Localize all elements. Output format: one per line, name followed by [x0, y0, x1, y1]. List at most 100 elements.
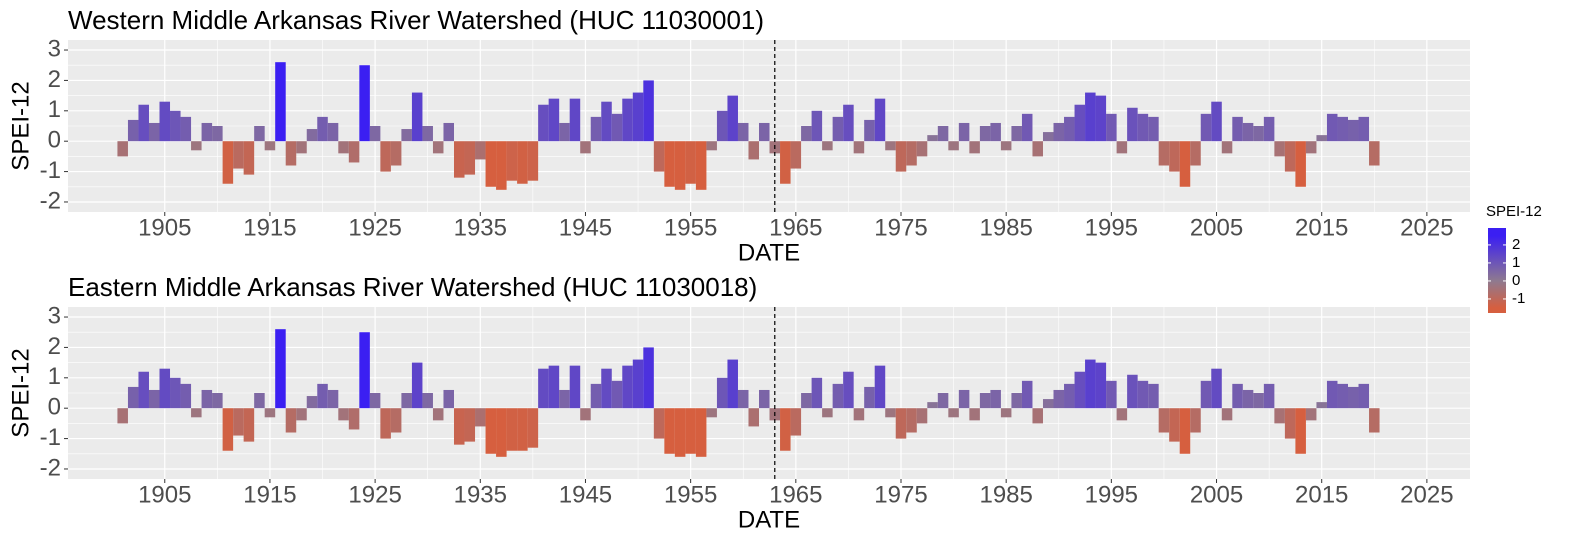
- bar: [601, 368, 612, 409]
- bar: [906, 141, 917, 166]
- x-tick-label: 1985: [979, 214, 1032, 241]
- bar: [506, 141, 518, 181]
- bar: [233, 141, 244, 169]
- x-tick-label: 1915: [243, 214, 296, 241]
- bar: [1242, 122, 1254, 142]
- bar: [927, 135, 938, 142]
- bar: [674, 408, 686, 457]
- bar: [590, 116, 602, 142]
- bar: [727, 95, 738, 142]
- bar: [1305, 141, 1317, 154]
- bar: [1347, 119, 1359, 142]
- bar: [1095, 362, 1107, 409]
- bar: [496, 141, 507, 190]
- bar: [380, 141, 391, 172]
- bar: [727, 359, 738, 409]
- bar: [1284, 141, 1296, 172]
- bar: [622, 365, 633, 409]
- x-tick-label: 2005: [1190, 481, 1243, 508]
- chart-title: Eastern Middle Arkansas River Watershed …: [68, 272, 757, 302]
- bar: [759, 122, 770, 142]
- y-tick-label: 3: [48, 35, 61, 62]
- bar: [296, 141, 307, 154]
- bar: [801, 393, 812, 409]
- bar: [632, 359, 644, 409]
- bar: [664, 408, 675, 454]
- bar: [1011, 126, 1022, 142]
- bar: [1232, 383, 1243, 409]
- bar: [1042, 132, 1054, 142]
- bar: [1316, 402, 1327, 409]
- bar: [432, 408, 444, 421]
- x-tick-label: 1995: [1085, 214, 1138, 241]
- bar: [1032, 141, 1043, 157]
- bar: [327, 122, 339, 142]
- bar: [1369, 408, 1380, 433]
- bar: [1064, 116, 1075, 142]
- bar: [1053, 122, 1065, 142]
- bar: [885, 408, 896, 418]
- x-tick-label: 1905: [138, 481, 191, 508]
- x-tick-label: 2025: [1400, 481, 1453, 508]
- bar: [611, 380, 623, 409]
- x-tick-label: 1985: [979, 481, 1032, 508]
- bar: [170, 377, 181, 409]
- bar: [212, 393, 223, 409]
- bar: [1000, 408, 1012, 418]
- bar: [517, 141, 528, 184]
- bar: [990, 122, 1001, 142]
- bar: [801, 126, 812, 142]
- bar: [453, 408, 465, 445]
- bar: [1158, 141, 1170, 166]
- bar: [201, 122, 213, 142]
- bar: [811, 377, 823, 409]
- bar: [1169, 141, 1180, 172]
- bar: [1358, 383, 1370, 409]
- bar: [475, 141, 486, 160]
- bar: [275, 329, 286, 409]
- x-tick-label: 2015: [1295, 214, 1348, 241]
- x-axis-label: DATE: [738, 506, 800, 533]
- bar: [1274, 408, 1285, 424]
- bar: [716, 110, 728, 142]
- bar: [485, 408, 497, 454]
- bar: [716, 377, 728, 409]
- x-axis-label: DATE: [738, 239, 800, 266]
- bar: [170, 110, 181, 142]
- bar: [874, 98, 886, 142]
- bar: [548, 98, 560, 142]
- bar: [138, 371, 149, 409]
- bar: [443, 389, 454, 409]
- bar: [1158, 408, 1170, 433]
- bar: [1169, 408, 1180, 442]
- bar: [822, 408, 833, 418]
- bar: [1074, 371, 1086, 409]
- bar: [1369, 141, 1380, 166]
- bar: [874, 365, 886, 409]
- bar: [895, 408, 907, 439]
- bar: [979, 126, 991, 142]
- bar: [1263, 116, 1275, 142]
- bar: [1021, 113, 1033, 142]
- bar: [159, 101, 171, 142]
- bar: [496, 408, 507, 457]
- legend-title: SPEI-12: [1486, 203, 1542, 220]
- bar: [895, 141, 907, 172]
- bar: [664, 141, 675, 187]
- bar: [1190, 141, 1201, 166]
- bar: [191, 141, 202, 151]
- bar: [369, 126, 381, 142]
- bar: [401, 393, 412, 409]
- bar: [1179, 408, 1191, 454]
- bar: [348, 408, 360, 430]
- bar: [1274, 141, 1285, 157]
- bar: [1064, 383, 1075, 409]
- y-tick-label: 3: [48, 302, 61, 329]
- bar: [737, 389, 749, 409]
- x-tick-label: 1975: [874, 481, 927, 508]
- bar: [527, 141, 539, 181]
- x-tick-label: 1925: [348, 481, 401, 508]
- bar: [832, 116, 844, 142]
- bar: [159, 368, 171, 409]
- bar: [706, 408, 717, 418]
